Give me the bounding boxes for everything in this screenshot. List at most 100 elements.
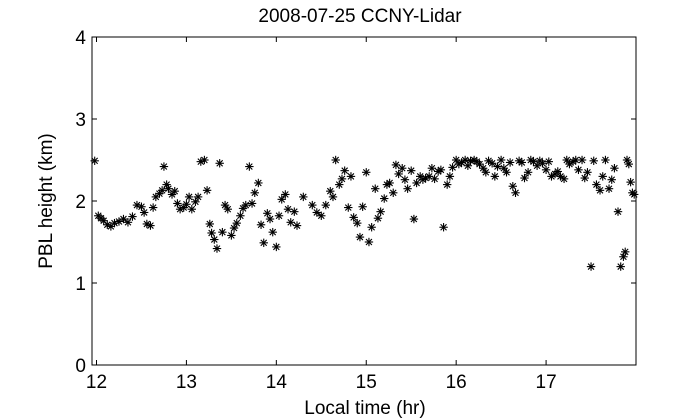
data-point xyxy=(427,164,437,173)
data-point xyxy=(371,184,380,193)
data-point xyxy=(205,219,214,229)
data-point xyxy=(256,220,266,229)
data-point xyxy=(128,212,137,221)
plot-frame xyxy=(91,36,637,366)
data-point xyxy=(508,182,518,191)
data-point xyxy=(187,205,197,214)
data-point xyxy=(385,178,394,188)
data-point xyxy=(511,188,520,197)
y-axis-label: PBL height (km) xyxy=(36,133,57,269)
data-point xyxy=(493,162,502,171)
data-point xyxy=(496,155,506,165)
data-point xyxy=(577,155,587,165)
data-point xyxy=(598,172,607,181)
x-tick-label: 12 xyxy=(86,372,107,393)
data-point xyxy=(236,211,245,220)
data-point xyxy=(436,165,446,175)
data-point xyxy=(376,207,385,216)
data-point xyxy=(355,232,365,242)
data-point xyxy=(299,192,308,202)
data-point xyxy=(210,235,219,244)
data-point xyxy=(574,165,583,175)
data-point xyxy=(592,180,601,189)
data-point xyxy=(286,218,295,227)
data-point xyxy=(409,214,419,224)
data-point xyxy=(290,207,299,216)
data-point xyxy=(367,223,376,232)
plot-area xyxy=(91,36,637,366)
data-point xyxy=(202,186,212,195)
data-point xyxy=(159,162,169,171)
data-point xyxy=(232,218,241,228)
data-point xyxy=(616,262,625,271)
data-point xyxy=(148,203,158,212)
data-point xyxy=(283,205,293,214)
data-point xyxy=(331,155,340,165)
data-point xyxy=(268,227,277,237)
data-point xyxy=(164,184,173,193)
data-point xyxy=(430,174,439,184)
data-point xyxy=(394,169,403,179)
data-point xyxy=(398,164,407,173)
data-point xyxy=(445,172,455,181)
data-point xyxy=(182,200,191,209)
data-point xyxy=(580,173,589,183)
data-point xyxy=(601,155,610,165)
data-point xyxy=(389,188,398,197)
data-point xyxy=(391,160,401,170)
data-point xyxy=(586,262,596,271)
data-point xyxy=(281,190,290,199)
data-point xyxy=(193,192,203,202)
x-tick-label: 17 xyxy=(536,372,557,393)
data-point xyxy=(272,242,281,252)
x-axis-label: Local time (hr) xyxy=(304,398,425,419)
data-point xyxy=(139,208,149,217)
data-point xyxy=(490,172,500,181)
data-point xyxy=(610,164,619,173)
y-tick-label: 2 xyxy=(75,192,86,213)
data-point xyxy=(247,199,257,208)
data-point xyxy=(448,163,457,172)
data-point xyxy=(274,211,284,220)
chart-title: 2008-07-25 CCNY-Lidar xyxy=(258,6,462,27)
data-point xyxy=(523,168,533,177)
data-point xyxy=(353,218,362,228)
data-point xyxy=(142,219,152,229)
data-point xyxy=(478,164,488,173)
data-point xyxy=(559,174,569,184)
data-point xyxy=(373,214,383,223)
data-point xyxy=(439,223,448,232)
data-point xyxy=(321,200,330,210)
data-point xyxy=(292,221,302,230)
data-point xyxy=(123,218,133,227)
data-point xyxy=(312,208,321,217)
data-point xyxy=(245,162,254,171)
data-point xyxy=(218,227,227,237)
data-point xyxy=(170,186,179,196)
data-point xyxy=(362,168,371,177)
data-point xyxy=(538,159,547,168)
data-point xyxy=(254,178,263,188)
data-point xyxy=(157,186,167,195)
y-tick-label: 0 xyxy=(75,356,86,377)
data-point xyxy=(595,186,605,195)
data-point xyxy=(308,200,317,210)
data-point xyxy=(227,231,236,240)
x-tick-label: 14 xyxy=(266,372,288,393)
data-point xyxy=(624,159,634,169)
data-point xyxy=(630,190,639,199)
data-point xyxy=(604,184,614,193)
data-point xyxy=(337,174,347,184)
x-tick-label: 16 xyxy=(446,372,467,393)
data-point xyxy=(565,159,574,169)
data-point xyxy=(344,203,353,212)
data-point xyxy=(241,200,250,210)
data-point xyxy=(380,194,389,203)
data-point xyxy=(589,156,598,166)
y-tick-label: 4 xyxy=(75,28,86,49)
x-tick-label: 13 xyxy=(176,372,197,393)
y-tick-label: 1 xyxy=(75,274,86,295)
data-point xyxy=(340,166,349,175)
